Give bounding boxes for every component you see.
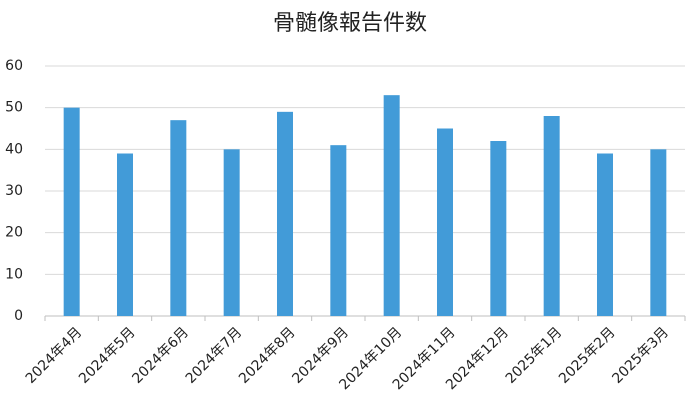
- x-tick-label: 2025年1月: [503, 324, 566, 387]
- bar: [117, 153, 133, 316]
- bar: [543, 116, 560, 316]
- bar: [597, 153, 613, 316]
- y-tick-label: 60: [5, 58, 23, 74]
- bar: [437, 128, 453, 316]
- y-tick-label: 20: [5, 225, 23, 241]
- bar: [170, 120, 187, 317]
- bar: [650, 149, 667, 316]
- y-tick-label: 50: [5, 100, 23, 116]
- bar: [490, 141, 507, 316]
- bar: [223, 149, 240, 316]
- y-tick-label: 0: [14, 308, 23, 324]
- chart-title: 骨髄像報告件数: [273, 11, 427, 36]
- y-tick-label: 30: [5, 183, 23, 199]
- bar: [383, 95, 400, 317]
- bar: [63, 107, 80, 317]
- y-tick-label: 10: [5, 266, 23, 282]
- x-tick-label: 2024年8月: [236, 324, 299, 387]
- x-tick-label: 2025年2月: [556, 324, 619, 387]
- y-tick-label: 40: [5, 141, 23, 157]
- bar: [330, 145, 347, 316]
- x-tick-label: 2024年4月: [23, 324, 86, 387]
- x-tick-label: 2024年5月: [76, 324, 139, 387]
- bar: [277, 111, 293, 316]
- x-tick-label: 2024年6月: [129, 324, 192, 387]
- x-tick-label: 2025年3月: [609, 324, 672, 387]
- x-tick-label: 2024年7月: [183, 324, 246, 387]
